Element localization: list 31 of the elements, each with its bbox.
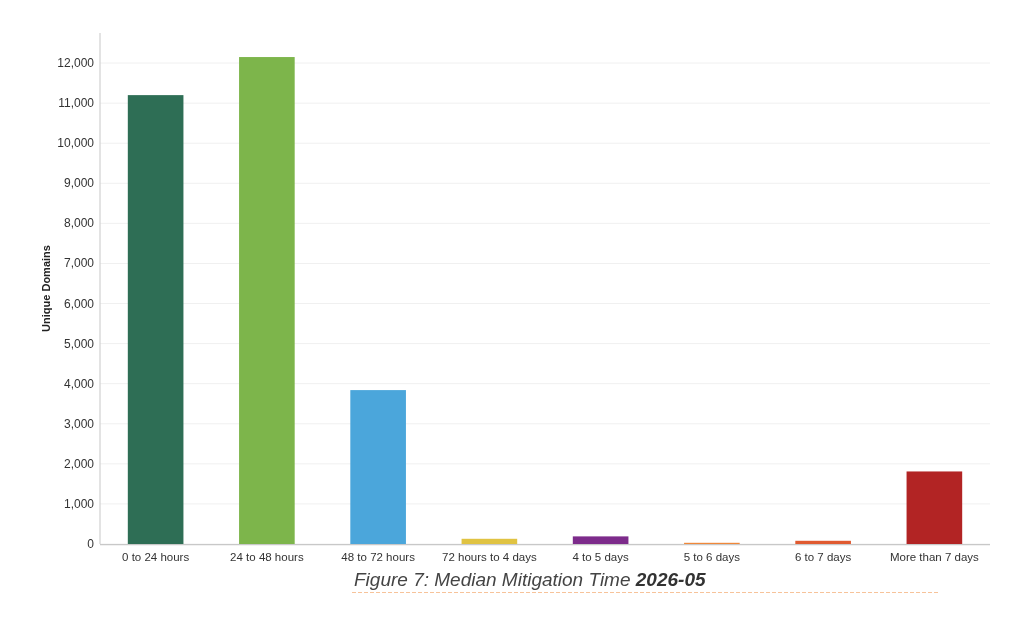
y-tick-label: 0 (87, 537, 95, 551)
y-tick-label: 4,000 (63, 376, 95, 391)
y-tick-label: 10,000 (57, 136, 95, 151)
y-tick-label: 7,000 (63, 256, 95, 271)
x-tick-label: 5 to 6 days (683, 551, 741, 563)
y-tick-label: 9,000 (63, 176, 95, 191)
bar (572, 536, 629, 544)
y-tick-label: 3,000 (63, 416, 95, 431)
y-tick-label: 8,000 (63, 216, 95, 231)
y-tick-label: 11,000 (58, 96, 95, 111)
y-tick-label: 2,000 (63, 456, 95, 471)
y-axis-title: Unique Domains (40, 245, 52, 332)
x-tick-label: 48 to 72 hours (341, 551, 416, 563)
text: Figure 7: Median Mitigation Time (354, 569, 631, 590)
bar (461, 538, 518, 544)
bar (127, 95, 184, 544)
x-tick-label: 72 hours to 4 days (442, 551, 537, 563)
x-tick-label: More than 7 days (889, 551, 980, 563)
x-tick-label: 6 to 7 days (794, 551, 852, 563)
bar (350, 390, 406, 544)
x-tick-label: 24 to 48 hours (230, 551, 304, 563)
y-tick-label: 12,000 (57, 56, 95, 71)
y-tick-label: 6,000 (63, 296, 95, 311)
y-tick-label: 1,000 (63, 496, 95, 511)
bar (906, 471, 963, 544)
x-tick-label: 0 to 24 hours (122, 551, 190, 563)
bar (239, 57, 295, 544)
text: 2026-05 (630, 569, 706, 590)
y-tick-label: 5,000 (63, 336, 95, 351)
bar (795, 540, 851, 544)
x-tick-label: 4 to 5 days (572, 551, 629, 563)
